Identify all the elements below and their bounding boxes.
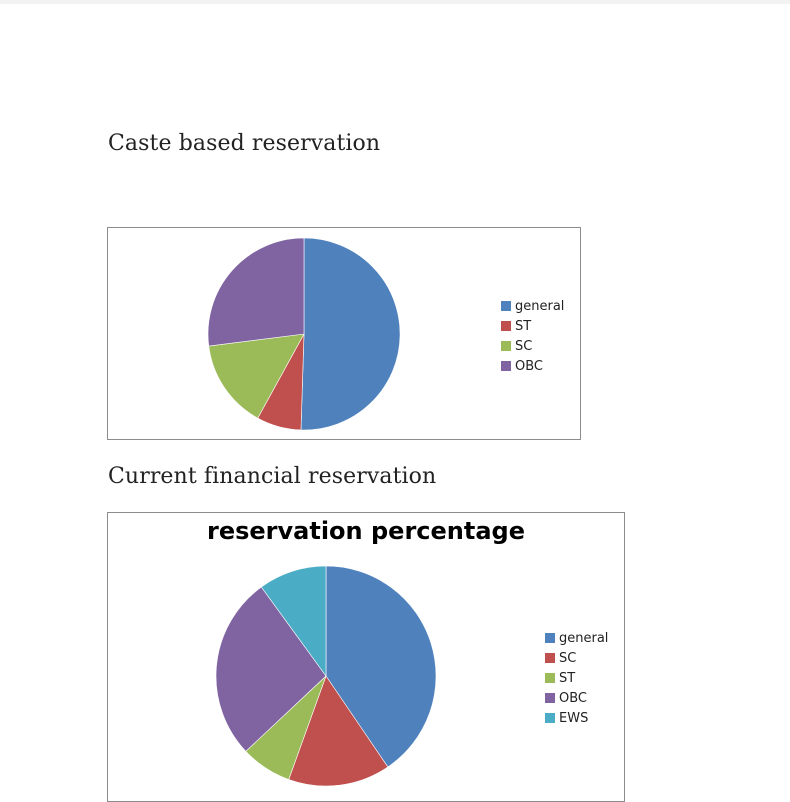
- page-top-strip: [0, 0, 790, 4]
- caste-pie-svg: [207, 237, 401, 431]
- pie-slice-sc: [208, 333, 305, 419]
- caste-reservation-heading: Caste based reservation: [108, 131, 381, 156]
- pie-slice-general: [325, 565, 437, 768]
- legend-item-obc: OBC: [545, 688, 608, 708]
- legend-swatch: [501, 361, 511, 371]
- pie-slice-ews: [260, 565, 327, 677]
- legend-label: OBC: [559, 690, 587, 706]
- legend-item-general: general: [545, 628, 608, 648]
- legend-label: EWS: [559, 710, 589, 726]
- legend-item-sc: SC: [545, 648, 608, 668]
- pie-slice-general: [300, 237, 401, 431]
- financial-pie-legend: general SC ST OBC EWS: [545, 628, 608, 728]
- legend-label: SC: [515, 338, 533, 354]
- legend-item-st: ST: [545, 668, 608, 688]
- legend-swatch: [545, 693, 555, 703]
- legend-swatch: [545, 653, 555, 663]
- financial-reservation-heading: Current financial reservation: [108, 464, 437, 489]
- legend-swatch: [501, 301, 511, 311]
- legend-item-obc: OBC: [501, 356, 564, 376]
- caste-reservation-chart: general ST SC OBC: [107, 227, 581, 440]
- legend-swatch: [545, 713, 555, 723]
- pie-slice-obc: [215, 586, 327, 752]
- financial-pie-svg: [215, 565, 437, 787]
- legend-label: ST: [559, 670, 576, 686]
- caste-pie-legend: general ST SC OBC: [501, 296, 564, 376]
- legend-label: general: [515, 298, 565, 314]
- legend-item-general: general: [501, 296, 564, 316]
- legend-swatch: [501, 321, 511, 331]
- pie-slice-sc: [288, 675, 389, 787]
- chart-title: reservation percentage: [207, 517, 525, 545]
- legend-swatch: [545, 673, 555, 683]
- pie-slice-obc: [207, 237, 305, 347]
- legend-item-ews: EWS: [545, 708, 608, 728]
- legend-label: SC: [559, 650, 577, 666]
- legend-label: OBC: [515, 358, 543, 374]
- legend-label: general: [559, 630, 609, 646]
- legend-label: ST: [515, 318, 532, 334]
- legend-swatch: [545, 633, 555, 643]
- legend-swatch: [501, 341, 511, 351]
- financial-reservation-chart: reservation percentage general SC ST OBC EWS: [107, 512, 625, 802]
- legend-item-st: ST: [501, 316, 564, 336]
- legend-item-sc: SC: [501, 336, 564, 356]
